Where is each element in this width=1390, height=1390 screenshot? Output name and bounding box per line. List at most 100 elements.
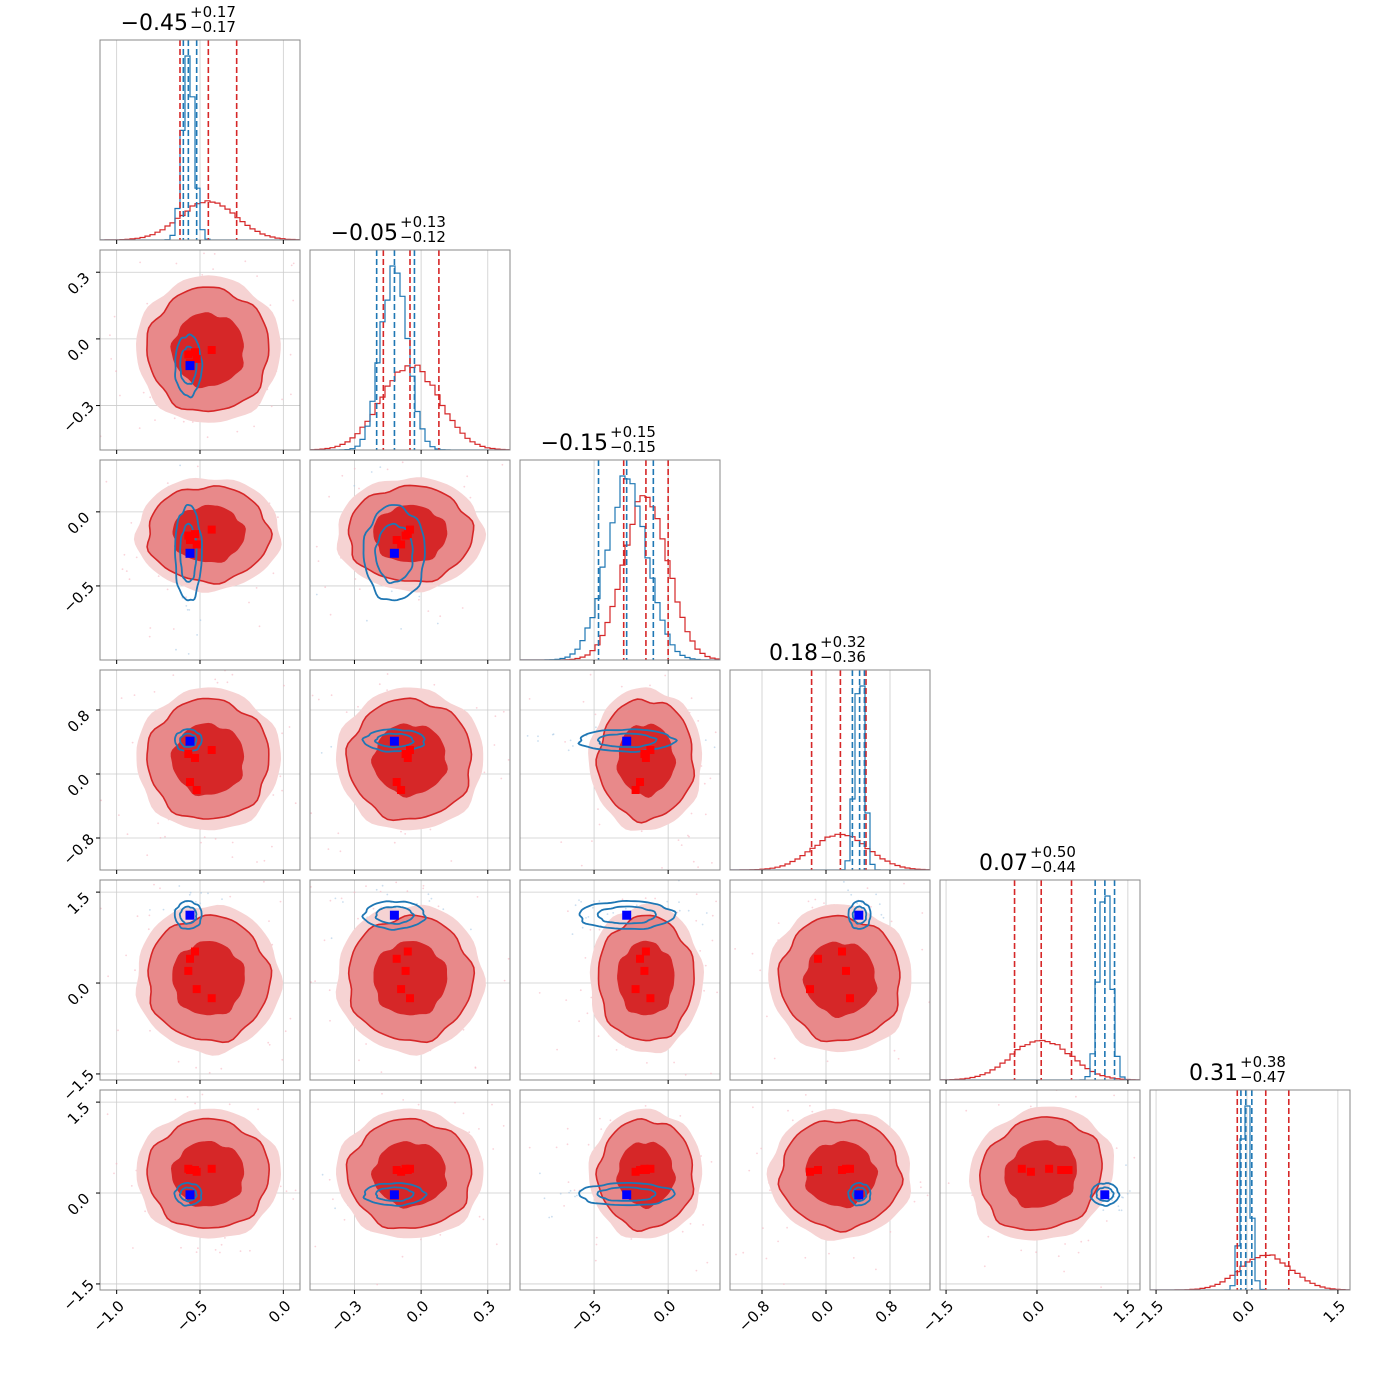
scatter-dot-red <box>589 673 592 676</box>
scatter-dot-red <box>578 1020 580 1023</box>
panel-content <box>100 250 310 450</box>
contour-blue-level-0 <box>174 333 204 399</box>
contour-panel-2-0 <box>43 459 301 664</box>
scatter-dot-blue <box>199 619 202 622</box>
panel-title-value: 0.18 <box>769 641 818 666</box>
scatter-dot-red <box>292 299 295 302</box>
scatter-dot-blue <box>569 1189 572 1192</box>
panel-content <box>310 460 510 660</box>
scatter-dot-blue <box>430 897 433 900</box>
y-tick-label: −0.8 <box>59 830 97 868</box>
x-tick-label: 1.5 <box>1320 1297 1350 1327</box>
x-tick-label: 0.0 <box>1229 1297 1259 1327</box>
panel-title-plus: +0.15 <box>610 423 656 441</box>
marker-red <box>392 1166 401 1174</box>
scatter-dot-red <box>684 1073 687 1076</box>
scatter-dot-red <box>756 1152 758 1155</box>
scatter-dot-red <box>454 1101 456 1104</box>
panel-content <box>730 872 934 1080</box>
x-tick-label: 0.0 <box>1019 1297 1049 1327</box>
scatter-dot-red <box>386 468 389 471</box>
marker-red <box>207 346 216 354</box>
contour-panel-5-2 <box>519 1089 721 1296</box>
scatter-dot-red <box>812 1082 814 1084</box>
histogram-red-series <box>940 1039 1140 1080</box>
scatter-dot-red <box>478 1128 480 1130</box>
histogram-red-series <box>100 200 300 240</box>
scatter-dot-red <box>937 1182 939 1184</box>
panel-frame <box>729 879 931 1081</box>
y-tick-label: −1.5 <box>59 1066 97 1104</box>
scatter-dot-red <box>271 845 273 848</box>
scatter-dot-red <box>462 1112 465 1115</box>
scatter-dot-red <box>695 1269 698 1272</box>
marker-blue <box>622 910 632 920</box>
scatter-dot-red <box>106 1113 109 1116</box>
marker-red <box>401 750 410 758</box>
scatter-dot-red <box>123 553 126 556</box>
scatter-dot-blue <box>572 745 574 747</box>
scatter-dot-red <box>308 331 310 333</box>
scatter-dot-red <box>94 550 96 552</box>
scatter-dot-red <box>734 948 736 950</box>
contour-blue-level-1 <box>374 905 416 925</box>
scatter-dot-red <box>1105 1220 1108 1222</box>
scatter-dot-red <box>495 1243 498 1246</box>
scatter-dot-red <box>466 475 469 478</box>
contour-blue-level-1 <box>596 1186 657 1202</box>
scatter-dot-red <box>714 731 717 734</box>
scatter-dot-blue <box>149 909 151 911</box>
scatter-dot-blue <box>179 464 182 467</box>
histogram-panel-5-5 <box>1149 1089 1351 1294</box>
scatter-dot-red <box>807 900 810 903</box>
scatter-dot-red <box>502 710 505 713</box>
scatter-dot-red <box>194 1102 197 1105</box>
marker-red <box>814 954 822 963</box>
marker-blue <box>389 548 399 558</box>
scatter-dot-blue <box>370 471 373 473</box>
scatter-dot-red <box>341 474 344 477</box>
scatter-dot-red <box>598 823 601 826</box>
y-tick-label: 0.0 <box>64 508 94 538</box>
scatter-dot-red <box>149 396 152 399</box>
scatter-dot-red <box>735 1253 737 1256</box>
scatter-dot-red <box>305 1150 307 1152</box>
scatter-dot-red <box>742 1251 745 1254</box>
contour-blue-level-0 <box>578 1182 676 1207</box>
scatter-dot-red <box>257 1108 259 1111</box>
scatter-dot-red <box>469 496 472 499</box>
scatter-dot-red <box>699 950 702 952</box>
scatter-dot-blue <box>188 609 191 611</box>
scatter-dot-red <box>305 981 307 983</box>
marker-red <box>186 778 194 786</box>
scatter-dot-red <box>676 911 679 914</box>
marker-red <box>184 966 193 975</box>
scatter-dot-red <box>823 902 825 904</box>
scatter-dot-red <box>281 398 283 401</box>
scatter-dot-red <box>702 1224 704 1226</box>
marker-red <box>1057 1166 1066 1174</box>
scatter-dot-blue <box>1129 1190 1131 1192</box>
marker-blue <box>622 1190 632 1200</box>
scatter-dot-blue <box>606 913 609 915</box>
x-tick-label: −0.3 <box>327 1297 365 1335</box>
scatter-dot-red <box>589 928 592 931</box>
x-tick-label: −0.8 <box>735 1297 773 1335</box>
scatter-dot-red <box>846 1087 848 1089</box>
scatter-dot-blue <box>418 595 421 598</box>
scatter-dot-red <box>687 834 689 837</box>
scatter-dot-red <box>622 1294 624 1296</box>
scatter-dot-red <box>43 523 45 525</box>
scatter-dot-blue <box>666 900 669 903</box>
scatter-dot-red <box>81 1053 83 1055</box>
scatter-dot-red <box>483 771 486 774</box>
scatter-dot-red <box>1113 1094 1115 1097</box>
marker-red <box>184 750 193 758</box>
marker-red <box>1017 1164 1026 1173</box>
scatter-dot-blue <box>381 884 384 887</box>
panel-background <box>730 670 930 870</box>
scatter-dot-red <box>130 522 133 524</box>
scatter-dot-red <box>688 835 690 838</box>
scatter-dot-red <box>932 872 934 874</box>
scatter-dot-red <box>166 588 169 591</box>
